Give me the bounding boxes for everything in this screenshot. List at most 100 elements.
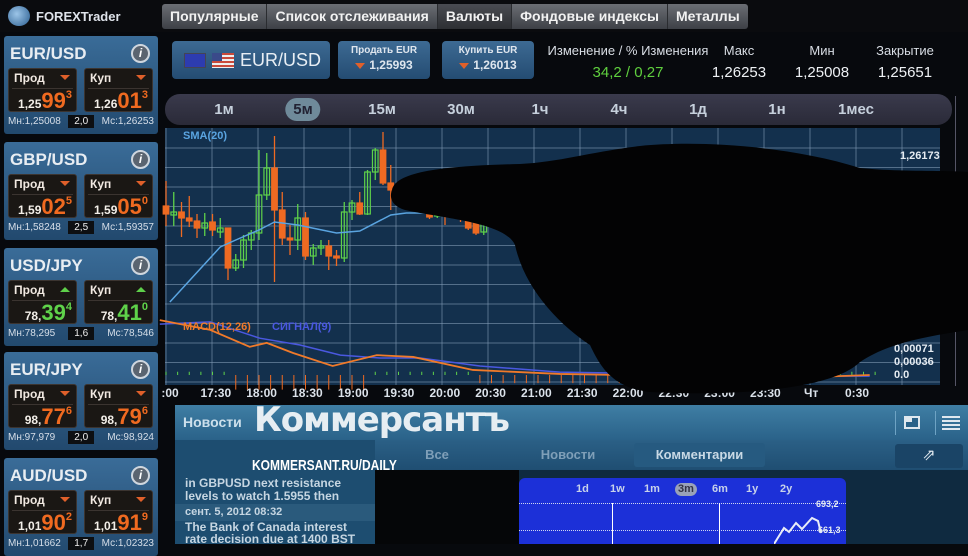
sell-label: Прод <box>14 387 45 401</box>
pair-card[interactable]: USD/JPY i Прод 78,394 Куп 78,410 Мн:78,2… <box>4 248 158 346</box>
range-3m[interactable]: 3m <box>675 483 697 496</box>
logo-icon <box>8 6 30 26</box>
buy-label: Куп <box>90 387 112 401</box>
tab-currencies[interactable]: Валюты <box>437 4 513 29</box>
candle-down <box>286 237 294 241</box>
filter-all[interactable]: Все <box>425 447 449 462</box>
mini-axis-label: 661,3 <box>818 525 841 535</box>
candle-down <box>271 167 278 211</box>
info-icon[interactable]: i <box>131 44 150 63</box>
filter-news[interactable]: Новости <box>540 447 596 462</box>
eu-flag-icon <box>184 52 206 68</box>
pair-name: USD/JPY <box>10 256 83 275</box>
timeframe-1д[interactable]: 1д <box>689 101 707 118</box>
trend-arrow-icon <box>136 497 146 502</box>
buy-eur-label: Купить EUR <box>458 45 518 56</box>
trend-arrow-icon <box>60 391 70 396</box>
buy-quote-button[interactable]: Куп 78,410 <box>84 280 153 325</box>
buy-price: 1,01919 <box>94 510 148 535</box>
share-button[interactable]: ⇗ <box>895 444 963 468</box>
buy-eur-button[interactable]: Купить EUR 1,26013 <box>442 41 534 79</box>
pair-card[interactable]: EUR/JPY i Прод 98,776 Куп 98,796 Мн:97,9… <box>4 352 158 450</box>
sell-label: Прод <box>14 283 45 297</box>
timeframe-15м[interactable]: 15м <box>368 101 396 118</box>
timeframe-30м[interactable]: 30м <box>447 101 475 118</box>
sell-quote-button[interactable]: Прод 1,59025 <box>8 174 77 219</box>
list-icon[interactable] <box>935 411 963 435</box>
app-logo: FOREXTrader <box>8 6 121 26</box>
sell-price: 1,59025 <box>18 194 72 219</box>
buy-eur-price: 1,26013 <box>442 58 534 72</box>
info-icon[interactable]: i <box>131 360 150 379</box>
range-1d[interactable]: 1d <box>576 483 589 495</box>
tab-metals[interactable]: Металлы <box>676 8 740 24</box>
time-label: 22:00 <box>612 386 644 400</box>
candle-up <box>201 222 209 229</box>
pair-card[interactable]: GBP/USD i Прод 1,59025 Куп 1,59050 Мн:1,… <box>4 142 158 240</box>
window-icon[interactable] <box>895 411 923 435</box>
sell-quote-button[interactable]: Прод 1,25993 <box>8 68 77 113</box>
sell-price: 78,394 <box>24 300 72 325</box>
candle-up <box>371 149 379 173</box>
candle-down <box>356 202 364 215</box>
news-title: Новости <box>183 414 242 430</box>
news-item-headline[interactable]: in GBPUSD next resistance levels to watc… <box>185 476 342 503</box>
pair-card[interactable]: EUR/USD i Прод 1,25993 Куп 1,26013 Мн:1,… <box>4 36 158 134</box>
candle-up <box>317 245 325 249</box>
stat-low-label: Мин <box>809 43 835 58</box>
filter-comments[interactable]: Комментарии <box>634 443 765 467</box>
sell-eur-button[interactable]: Продать EUR 1,25993 <box>338 41 430 79</box>
price-axis-label: 1,26173 <box>900 150 940 162</box>
info-icon[interactable]: i <box>131 150 150 169</box>
range-2y[interactable]: 2y <box>780 483 793 495</box>
range-1m[interactable]: 1m <box>644 483 660 495</box>
time-label: 20:00 <box>429 386 461 400</box>
sell-quote-button[interactable]: Прод 1,01902 <box>8 490 77 535</box>
category-tabs: Популярные Список отслеживания Валюты Фо… <box>162 4 748 29</box>
stat-change: Изменение / % Изменения 34,2 / 0,27 <box>546 43 710 81</box>
tab-popular[interactable]: Популярные <box>162 4 268 29</box>
candle-up <box>232 259 240 269</box>
sell-price: 98,776 <box>24 404 72 429</box>
sell-price: 1,25993 <box>18 88 72 113</box>
buy-quote-button[interactable]: Куп 1,26013 <box>84 68 153 113</box>
news-item-headline[interactable]: The Bank of Canada interest rate decisio… <box>185 520 356 546</box>
sell-quote-button[interactable]: Прод 98,776 <box>8 384 77 429</box>
timeframe-1мес[interactable]: 1мес <box>838 101 874 118</box>
range-1w[interactable]: 1w <box>610 483 625 495</box>
timeframe-1ч[interactable]: 1ч <box>531 101 549 118</box>
time-label: 18:30 <box>292 386 323 400</box>
day-high: Мс:98,924 <box>107 432 154 443</box>
buy-label: Куп <box>90 283 112 297</box>
tab-watchlist[interactable]: Список отслеживания <box>267 4 438 29</box>
buy-quote-button[interactable]: Куп 1,59050 <box>84 174 153 219</box>
candle-down <box>302 217 309 257</box>
sell-quote-button[interactable]: Прод 78,394 <box>8 280 77 325</box>
sell-label: Прод <box>14 71 45 85</box>
day-low: Мн:97,979 <box>8 432 56 443</box>
trend-arrow-icon <box>136 287 146 292</box>
pair-name: GBP/USD <box>10 150 88 169</box>
range-6m[interactable]: 6m <box>712 483 728 495</box>
stat-close: Закрытие 1,25651 <box>868 43 942 81</box>
timeframe-5м[interactable]: 5м <box>285 98 321 121</box>
buy-quote-button[interactable]: Куп 98,796 <box>84 384 153 429</box>
candle-down <box>178 211 185 219</box>
range-1y[interactable]: 1y <box>746 483 759 495</box>
time-label: 20:30 <box>475 386 506 400</box>
pair-card[interactable]: AUD/USD i Прод 1,01902 Куп 1,01919 Мн:1,… <box>4 458 158 556</box>
sell-label: Прод <box>14 493 45 507</box>
sell-eur-label: Продать EUR <box>350 45 418 56</box>
timeframe-4ч[interactable]: 4ч <box>610 101 628 118</box>
timeframe-1н[interactable]: 1н <box>768 101 786 118</box>
range-row: Мн:1,58248 2,5 Мс:1,59357 <box>8 221 154 234</box>
info-icon[interactable]: i <box>131 256 150 275</box>
spread: 2,5 <box>68 221 95 234</box>
info-icon[interactable]: i <box>131 466 150 485</box>
buy-quote-button[interactable]: Куп 1,01919 <box>84 490 153 535</box>
buy-price: 1,59050 <box>94 194 148 219</box>
news-item-date: сент. 5, 2012 08:32 <box>185 506 283 518</box>
tab-stock-indices[interactable]: Фондовые индексы <box>512 4 668 29</box>
timeframe-1м[interactable]: 1м <box>214 101 234 118</box>
pair-selector-button[interactable]: EUR/USD <box>172 41 330 79</box>
